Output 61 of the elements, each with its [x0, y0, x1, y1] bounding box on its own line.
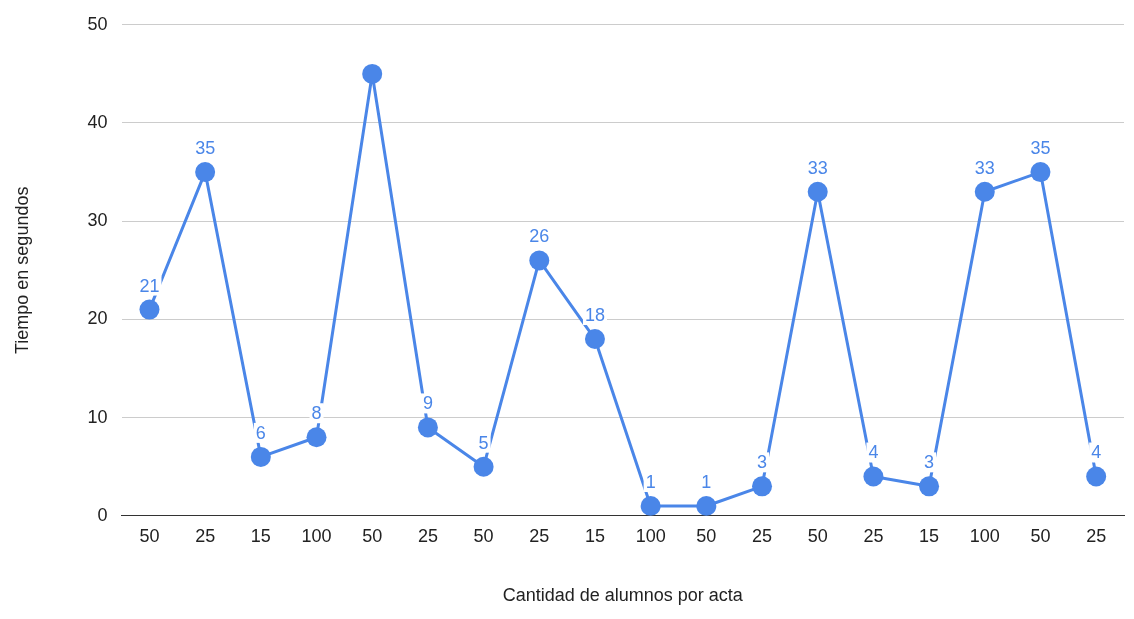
- x-tick-label: 50: [696, 525, 717, 546]
- point: [473, 456, 494, 477]
- point: [919, 476, 940, 497]
- x-tick-label: 25: [863, 525, 884, 546]
- y-tick-label: 40: [87, 111, 108, 132]
- data-label: 8: [311, 403, 322, 424]
- x-tick-label: 50: [1030, 525, 1051, 546]
- point: [807, 181, 828, 202]
- data-label: 1: [701, 471, 712, 492]
- point: [529, 250, 550, 271]
- data-label: 21: [139, 275, 160, 296]
- x-tick-label: 25: [417, 525, 438, 546]
- x-tick-label: 15: [919, 525, 940, 546]
- point: [417, 417, 438, 438]
- point: [640, 495, 661, 516]
- y-tick-label: 10: [87, 406, 108, 427]
- data-label: 4: [868, 442, 879, 463]
- x-tick-label: 25: [195, 525, 216, 546]
- data-label: 4: [1091, 442, 1102, 463]
- x-tick-label: 25: [1086, 525, 1107, 546]
- point: [863, 466, 884, 487]
- data-label: 3: [757, 452, 768, 473]
- point: [139, 299, 160, 320]
- point: [250, 446, 271, 467]
- point: [362, 63, 383, 84]
- x-tick-label: 100: [635, 525, 666, 546]
- point: [752, 476, 773, 497]
- x-tick-label: 25: [529, 525, 550, 546]
- data-label: 33: [807, 157, 828, 178]
- point: [1030, 162, 1051, 183]
- x-tick-label: 25: [752, 525, 773, 546]
- x-tick-label: 100: [969, 525, 1000, 546]
- x-axis-title: Cantidad de alumnos por acta: [502, 585, 744, 606]
- data-label: 35: [195, 138, 216, 159]
- point: [1086, 466, 1107, 487]
- y-tick-label: 30: [87, 210, 108, 231]
- x-tick-label: 50: [807, 525, 828, 546]
- y-tick-label: 0: [97, 504, 108, 525]
- point: [974, 181, 995, 202]
- x-tick-label: 15: [250, 525, 271, 546]
- y-axis-title: Tiempo en segundos: [11, 186, 32, 355]
- y-tick-label: 50: [87, 13, 108, 34]
- y-tick-label: 20: [87, 308, 108, 329]
- data-label: 26: [529, 226, 550, 247]
- data-label: 5: [478, 432, 489, 453]
- x-tick-label: 50: [473, 525, 494, 546]
- data-label: 3: [924, 452, 935, 473]
- data-label: 33: [974, 157, 995, 178]
- data-label: 6: [255, 422, 266, 443]
- x-tick-label: 15: [584, 525, 605, 546]
- data-label: 18: [584, 305, 605, 326]
- point: [696, 495, 717, 516]
- x-tick-label: 50: [139, 525, 160, 546]
- data-label: 1: [645, 471, 656, 492]
- x-tick-label: 50: [362, 525, 383, 546]
- point: [584, 329, 605, 350]
- point: [306, 427, 327, 448]
- point: [195, 162, 216, 183]
- data-label: 35: [1030, 138, 1051, 159]
- data-label: 9: [422, 393, 433, 414]
- x-tick-label: 100: [301, 525, 332, 546]
